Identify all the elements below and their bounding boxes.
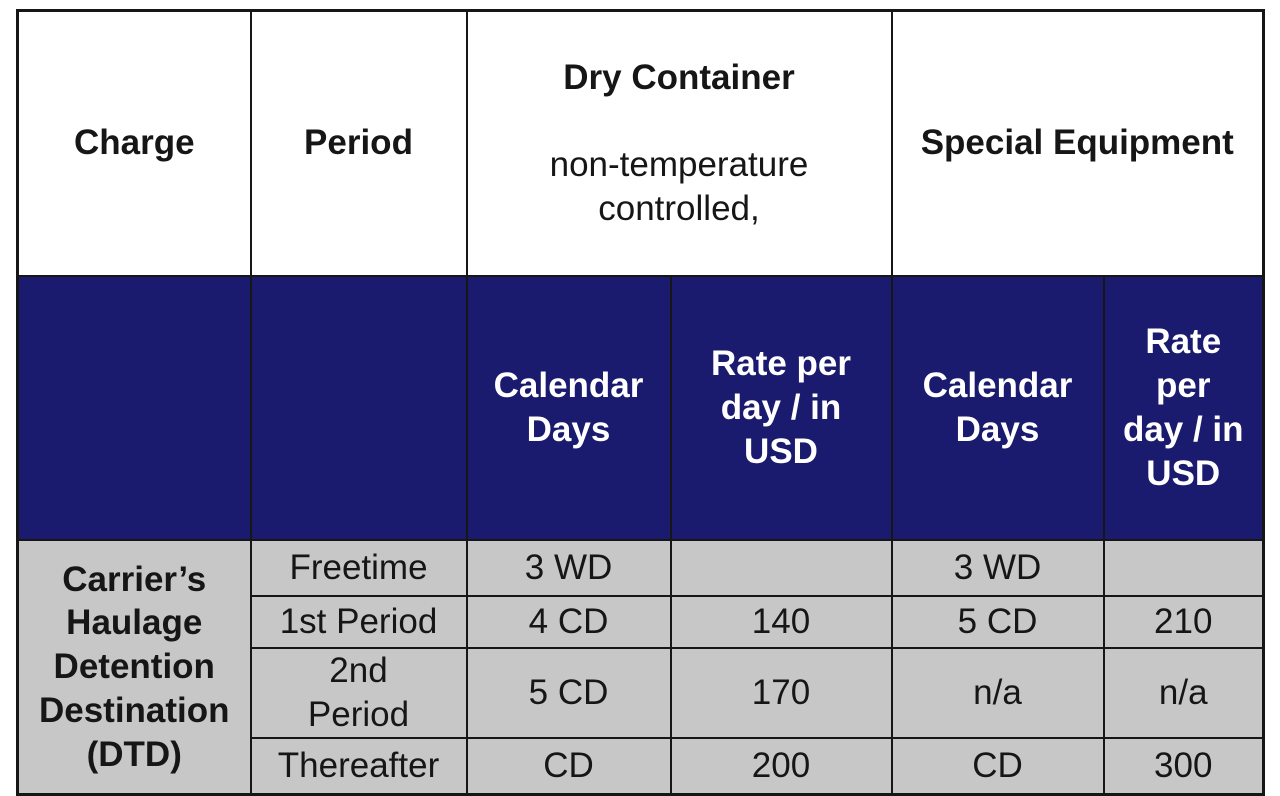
header-cell-charge: Charge <box>16 9 252 277</box>
detention-rates-table: Charge Period Dry Container non-temperat… <box>16 9 1265 796</box>
cell-dry-days-thereafter: CD <box>465 736 672 796</box>
cell-special-days-thereafter: CD <box>890 736 1105 796</box>
header-cell-special-calendar-days: Calendar Days <box>890 274 1105 541</box>
table-row-freetime: Carrier’s Haulage Detention Destination … <box>16 539 1265 796</box>
header-cell-extension <box>1104 539 1264 540</box>
cell-special-rate-freetime <box>1102 539 1265 597</box>
cell-period-freetime: Freetime <box>249 539 468 597</box>
detention-rates-table-wrapper: Charge Period Dry Container non-temperat… <box>16 9 1265 796</box>
header-cell-dry-container: Dry Container non-temperature controlled… <box>465 9 893 277</box>
cell-special-rate-2nd: n/a <box>1102 647 1265 739</box>
cell-dry-rate-1st: 140 <box>669 595 893 649</box>
cell-special-days-freetime: 3 WD <box>890 539 1105 597</box>
header-cell-special-rate: Rate per day / in USD <box>1102 274 1265 541</box>
charge-name-cell: Carrier’s Haulage Detention Destination … <box>16 539 252 796</box>
cell-special-rate-1st: 210 <box>1102 595 1265 649</box>
cell-special-days-1st: 5 CD <box>890 595 1105 649</box>
cell-period-thereafter: Thereafter <box>249 736 468 796</box>
cell-dry-rate-freetime <box>669 539 893 597</box>
cell-dry-days-2nd: 5 CD <box>465 647 672 739</box>
cell-dry-rate-thereafter: 200 <box>669 736 893 796</box>
header-cell-blank-charge <box>16 274 252 541</box>
header-row-categories: Charge Period Dry Container non-temperat… <box>16 9 1265 277</box>
header-cell-blank-period <box>249 274 468 541</box>
header-cell-dry-rate: Rate per day / in USD <box>669 274 893 541</box>
cell-special-rate-thereafter: 300 <box>1102 736 1265 796</box>
cell-dry-rate-2nd: 170 <box>669 647 893 739</box>
dry-container-subtitle: non-temperature controlled, <box>549 145 809 228</box>
cell-dry-days-freetime: 3 WD <box>465 539 672 597</box>
header-cell-period: Period <box>249 9 468 277</box>
cell-dry-days-1st: 4 CD <box>465 595 672 649</box>
cell-period-2nd: 2nd Period <box>249 647 468 739</box>
cell-period-1st: 1st Period <box>249 595 468 649</box>
header-cell-dry-calendar-days: Calendar Days <box>465 274 672 541</box>
header-cell-special-equipment: Special Equipment <box>890 9 1265 277</box>
header-row-subcolumns: Calendar Days Rate per day / in USD Cale… <box>16 274 1265 541</box>
dry-container-title: Dry Container <box>563 57 795 97</box>
special-rate-label: Rate per day / in USD <box>1122 322 1244 493</box>
cell-special-days-2nd: n/a <box>890 647 1105 739</box>
